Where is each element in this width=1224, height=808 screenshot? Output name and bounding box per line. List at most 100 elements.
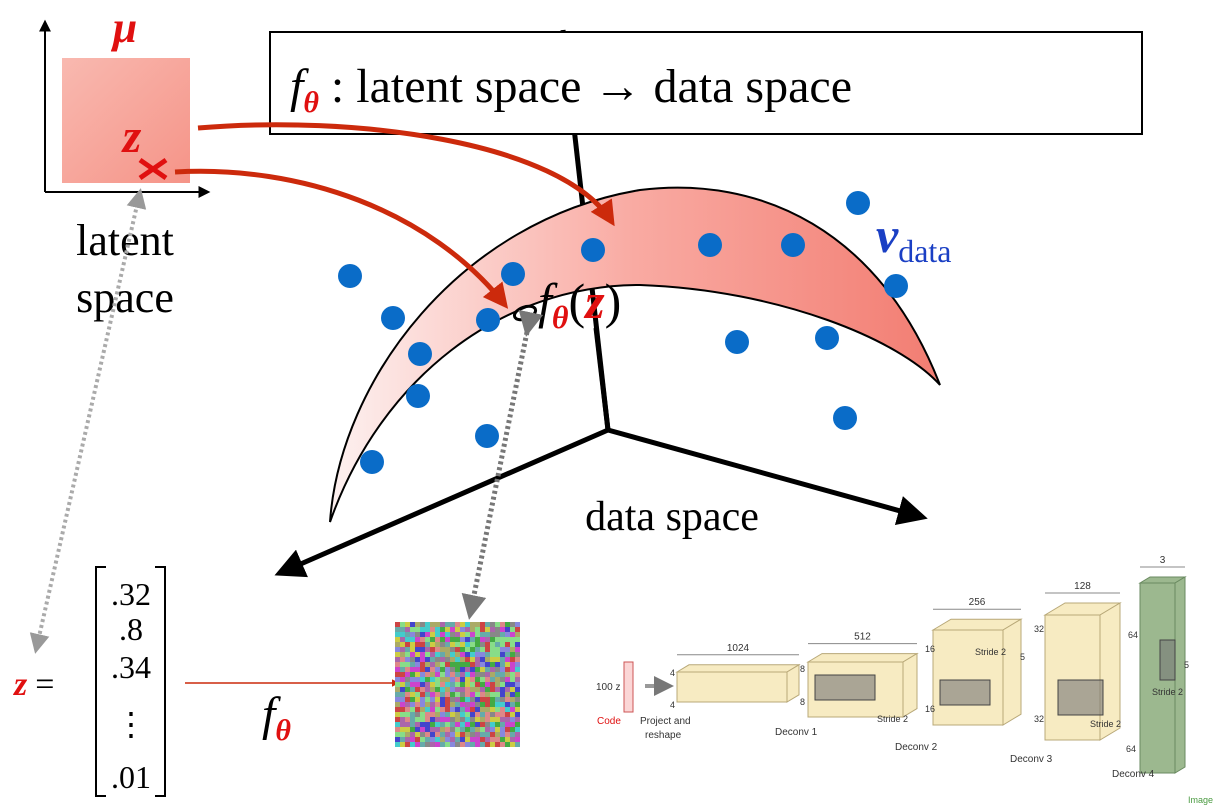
noise-pixel	[465, 677, 470, 682]
noise-pixel	[510, 657, 515, 662]
noise-pixel	[500, 667, 505, 672]
mapping-text: fθ : latent space → data space	[290, 60, 852, 119]
noise-pixel	[420, 717, 425, 722]
noise-pixel	[450, 682, 455, 687]
noise-pixel	[515, 687, 520, 692]
noise-pixel	[510, 707, 515, 712]
noise-pixel	[510, 702, 515, 707]
noise-pixel	[420, 657, 425, 662]
noise-pixel	[490, 637, 495, 642]
noise-pixel	[500, 717, 505, 722]
noise-pixel	[410, 627, 415, 632]
noise-pixel	[440, 687, 445, 692]
dim-label: 8	[800, 697, 805, 707]
noise-pixel	[460, 677, 465, 682]
noise-pixel	[410, 717, 415, 722]
noise-pixel	[500, 622, 505, 627]
noise-pixel	[430, 647, 435, 652]
noise-pixel	[465, 647, 470, 652]
noise-pixel	[515, 702, 520, 707]
noise-pixel	[415, 692, 420, 697]
noise-pixel	[515, 637, 520, 642]
noise-pixel	[485, 717, 490, 722]
project-label: reshape	[645, 730, 682, 741]
noise-pixel	[465, 737, 470, 742]
noise-pixel	[510, 717, 515, 722]
noise-pixel	[425, 697, 430, 702]
noise-pixel	[510, 622, 515, 627]
noise-pixel	[455, 667, 460, 672]
noise-pixel	[410, 672, 415, 677]
noise-pixel	[430, 652, 435, 657]
noise-pixel	[455, 647, 460, 652]
noise-pixel	[445, 742, 450, 747]
noise-pixel	[430, 742, 435, 747]
noise-pixel	[460, 642, 465, 647]
noise-pixel	[435, 697, 440, 702]
noise-pixel	[400, 712, 405, 717]
dim-label: 32	[1034, 624, 1044, 634]
noise-pixel	[445, 622, 450, 627]
noise-pixel	[405, 627, 410, 632]
noise-pixel	[410, 632, 415, 637]
data-point	[846, 191, 870, 215]
noise-pixel	[490, 732, 495, 737]
noise-pixel	[460, 627, 465, 632]
noise-pixel	[500, 737, 505, 742]
noise-pixel	[405, 667, 410, 672]
noise-pixel	[465, 682, 470, 687]
noise-pixel	[510, 742, 515, 747]
data-point	[815, 326, 839, 350]
noise-pixel	[500, 722, 505, 727]
link	[29, 188, 147, 654]
noise-pixel	[395, 712, 400, 717]
noise-pixel	[455, 737, 460, 742]
data-point	[381, 306, 405, 330]
noise-pixel	[470, 727, 475, 732]
noise-pixel	[515, 647, 520, 652]
noise-pixel	[505, 687, 510, 692]
noise-pixel	[460, 702, 465, 707]
noise-pixel	[475, 632, 480, 637]
noise-pixel	[405, 712, 410, 717]
noise-pixel	[460, 657, 465, 662]
noise-pixel	[500, 687, 505, 692]
noise-pixel	[505, 672, 510, 677]
noise-pixel	[490, 727, 495, 732]
noise-pixel	[460, 652, 465, 657]
noise-pixel	[490, 682, 495, 687]
noise-pixel	[455, 672, 460, 677]
noise-pixel	[430, 697, 435, 702]
noise-pixel	[410, 727, 415, 732]
noise-pixel	[480, 742, 485, 747]
noise-pixel	[415, 652, 420, 657]
noise-pixel	[415, 632, 420, 637]
dim-label: 5	[1184, 660, 1189, 670]
noise-pixel	[470, 647, 475, 652]
noise-pixel	[420, 692, 425, 697]
noise-pixel	[500, 707, 505, 712]
noise-pixel	[500, 662, 505, 667]
noise-pixel	[515, 737, 520, 742]
noise-pixel	[400, 637, 405, 642]
noise-pixel	[425, 667, 430, 672]
noise-pixel	[465, 662, 470, 667]
noise-pixel	[420, 672, 425, 677]
noise-pixel	[515, 627, 520, 632]
noise-pixel	[450, 627, 455, 632]
axis	[274, 427, 609, 578]
noise-pixel	[435, 702, 440, 707]
noise-pixel	[480, 677, 485, 682]
noise-pixel	[480, 732, 485, 737]
noise-pixel	[470, 702, 475, 707]
equals: =	[35, 666, 54, 703]
noise-pixel	[435, 637, 440, 642]
noise-pixel	[485, 667, 490, 672]
noise-pixel	[435, 672, 440, 677]
noise-pixel	[435, 622, 440, 627]
noise-pixel	[465, 667, 470, 672]
noise-pixel	[455, 677, 460, 682]
noise-pixel	[500, 682, 505, 687]
noise-pixel	[400, 742, 405, 747]
noise-pixel	[395, 652, 400, 657]
